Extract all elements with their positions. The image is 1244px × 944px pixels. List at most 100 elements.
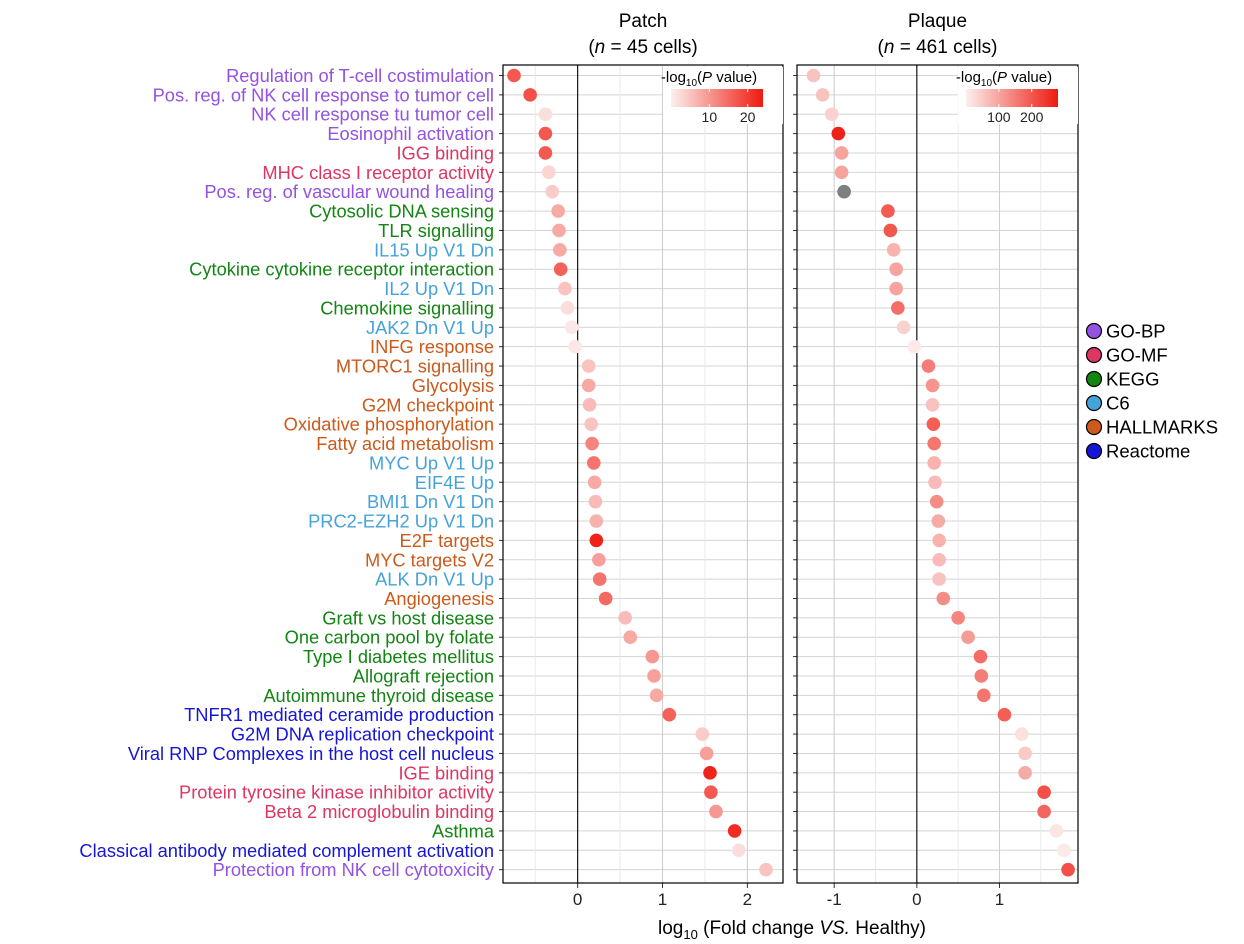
data-point xyxy=(542,165,556,180)
data-point xyxy=(824,107,839,122)
data-point xyxy=(927,456,941,470)
data-point xyxy=(927,436,941,451)
pathway-label: Viral RNP Complexes in the host cell nuc… xyxy=(128,743,494,764)
data-point xyxy=(1018,766,1032,780)
data-point xyxy=(662,707,677,722)
data-point xyxy=(553,262,568,277)
data-point xyxy=(581,359,596,373)
data-point xyxy=(926,417,941,431)
x-axis-title: log10 (Fold change VS. Healthy) xyxy=(658,918,926,939)
colorbar-gradient xyxy=(671,89,763,107)
panel-title: Patch xyxy=(619,11,668,32)
data-point xyxy=(703,766,717,780)
data-point xyxy=(709,804,723,819)
panel-plaque: -1 0 1 Plaque (n = 461 cells) -log10(P value)… xyxy=(793,11,1079,909)
legend-label: HALLMARKS xyxy=(1106,417,1218,438)
pathway-label: ALK Dn V1 Up xyxy=(375,569,494,590)
pathway-label: G2M checkpoint xyxy=(362,394,494,415)
data-point xyxy=(883,223,898,238)
legend-label: GO-BP xyxy=(1106,321,1166,342)
data-point xyxy=(523,88,537,102)
data-point xyxy=(973,649,988,664)
pathway-label: IGG binding xyxy=(396,142,494,163)
data-point xyxy=(1018,746,1032,761)
pathway-label: Cytosolic DNA sensing xyxy=(309,201,494,222)
colorbar-gradient xyxy=(966,89,1058,107)
data-point xyxy=(727,824,742,838)
data-point xyxy=(891,301,905,315)
data-point xyxy=(974,669,989,683)
category-legend: GO-BP GO-MF KEGG C6 HALLMARKS Reactome xyxy=(1085,321,1218,462)
data-point xyxy=(1015,727,1029,741)
data-point xyxy=(623,630,638,645)
colorbar-title: -log10(P value) xyxy=(661,69,757,89)
data-point xyxy=(553,243,567,257)
pathway-label: Protein tyrosine kinase inhibitor activi… xyxy=(179,782,495,803)
data-point xyxy=(907,339,922,354)
data-point xyxy=(759,862,773,877)
legend-key xyxy=(1085,394,1103,412)
data-point xyxy=(921,359,936,373)
x-tick-label: -1 xyxy=(827,890,842,909)
data-point xyxy=(586,456,601,470)
data-point xyxy=(589,533,604,548)
pathway-label: Oxidative phosphorylation xyxy=(284,414,494,435)
data-point xyxy=(545,184,560,199)
data-point xyxy=(997,707,1012,722)
data-point xyxy=(538,107,553,122)
pathway-label: Glycolysis xyxy=(412,375,494,396)
data-point xyxy=(889,281,903,296)
x-tick-label: 1 xyxy=(658,890,667,909)
panel-subtitle: (n = 45 cells) xyxy=(588,37,697,58)
pathway-label: JAK2 Dn V1 Up xyxy=(366,317,494,338)
panel-background xyxy=(503,65,783,883)
data-point xyxy=(932,572,946,586)
x-tick-label: 0 xyxy=(912,890,921,909)
data-point xyxy=(558,281,572,296)
data-point xyxy=(581,378,596,393)
pathway-label: MYC targets V2 xyxy=(365,549,494,570)
pathway-label: Allograft rejection xyxy=(353,665,494,686)
data-point xyxy=(649,688,664,703)
data-point xyxy=(568,339,582,354)
data-point xyxy=(837,184,851,199)
colorbar-tick-label: 100 xyxy=(987,109,1011,125)
data-point xyxy=(645,649,660,664)
legend-key xyxy=(1085,442,1103,460)
pathway-label: One carbon pool by folate xyxy=(285,627,494,648)
pathway-label: Chemokine signalling xyxy=(320,297,494,318)
data-point xyxy=(538,146,553,160)
data-point xyxy=(976,688,991,703)
legend-label: C6 xyxy=(1106,393,1130,414)
pathway-label: Cytokine cytokine receptor interaction xyxy=(189,259,494,280)
data-point xyxy=(585,436,599,451)
data-point xyxy=(732,843,746,858)
data-point xyxy=(592,552,606,567)
data-point xyxy=(704,785,718,799)
pathway-label: Fatty acid metabolism xyxy=(316,433,494,454)
data-point xyxy=(560,301,575,315)
data-point xyxy=(1037,804,1051,819)
panel-border xyxy=(796,64,1079,884)
pathway-label: MYC Up V1 Up xyxy=(369,452,494,473)
data-point xyxy=(806,68,821,83)
data-point xyxy=(931,514,946,528)
panel-patch: 0 1 2 Patch (n = 45 cells) -log10(P value) 10 2… xyxy=(499,11,784,909)
colorbar-title: -log10(P value) xyxy=(956,69,1052,89)
colorbar-tick-label: 200 xyxy=(1020,109,1044,125)
panel-title: Plaque xyxy=(908,11,967,32)
colorbar-tick-label: 20 xyxy=(740,109,756,125)
x-tick-label: 1 xyxy=(995,890,1004,909)
data-point xyxy=(881,204,895,218)
pathway-label: Pos. reg. of vascular wound healing xyxy=(204,181,494,202)
data-point xyxy=(1049,824,1064,838)
panel-border xyxy=(502,64,784,884)
legend-label: Reactome xyxy=(1106,441,1190,462)
legend-key xyxy=(1085,418,1103,436)
data-point xyxy=(618,611,632,625)
data-point xyxy=(932,533,946,548)
data-point xyxy=(598,591,613,606)
